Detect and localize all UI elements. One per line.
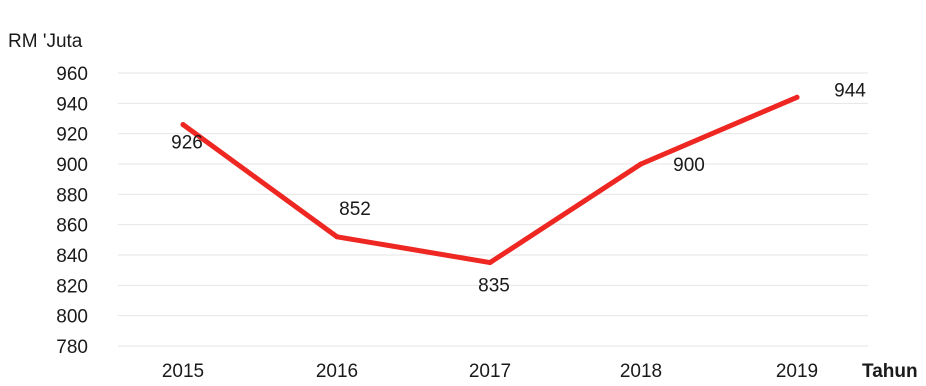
data-label: 926 — [171, 133, 203, 154]
data-point — [487, 260, 493, 266]
data-point — [180, 122, 186, 128]
y-axis-ticks: 960 940 920 900 880 860 840 820 800 780 — [56, 64, 88, 358]
y-tick-label: 880 — [56, 185, 88, 206]
x-tick-label: 2019 — [776, 361, 818, 382]
x-tick-label: 2016 — [316, 361, 358, 382]
x-axis-ticks: 2015 2016 2017 2018 2019 — [162, 361, 818, 382]
data-point — [638, 161, 644, 167]
x-tick-label: 2017 — [469, 361, 511, 382]
y-tick-label: 920 — [56, 125, 88, 146]
x-tick-label: 2015 — [162, 361, 204, 382]
y-tick-label: 900 — [56, 155, 88, 176]
data-point — [794, 94, 800, 100]
data-label: 835 — [478, 276, 510, 297]
data-point — [334, 234, 340, 240]
y-tick-label: 960 — [56, 64, 88, 85]
x-tick-label: 2018 — [620, 361, 662, 382]
data-label: 852 — [339, 199, 371, 220]
y-tick-label: 860 — [56, 216, 88, 237]
gridlines — [118, 72, 868, 347]
y-tick-label: 800 — [56, 307, 88, 328]
data-labels: 926 852 835 900 944 — [171, 80, 866, 296]
y-tick-label: 940 — [56, 94, 88, 115]
y-tick-label: 820 — [56, 276, 88, 297]
data-label: 944 — [834, 80, 866, 101]
x-axis-title: Tahun — [862, 361, 918, 382]
y-axis-title: RM 'Juta — [8, 31, 83, 52]
series-line — [180, 94, 800, 266]
series-layer — [180, 94, 800, 266]
y-tick-label: 780 — [56, 337, 88, 358]
data-label: 900 — [673, 155, 705, 176]
y-tick-label: 840 — [56, 246, 88, 267]
